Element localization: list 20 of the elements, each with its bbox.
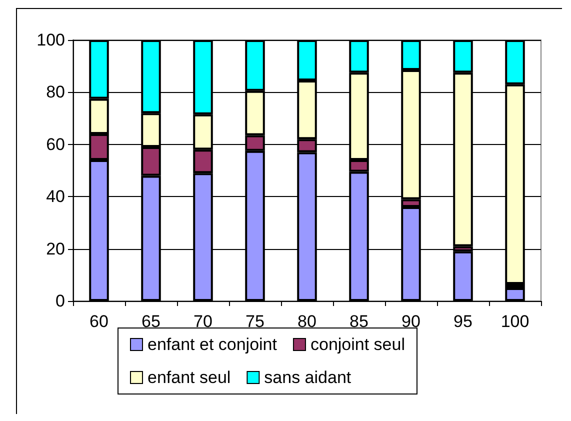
- x-tick-label: 85: [350, 312, 368, 331]
- x-tick-label: 80: [298, 312, 316, 331]
- x-tick-label: 65: [142, 312, 160, 331]
- y-tick-label: 40: [46, 187, 65, 206]
- y-tick-label: 0: [56, 292, 65, 310]
- x-tick-label: 70: [194, 312, 212, 331]
- x-tick-label: 90: [402, 312, 420, 331]
- x-tick-label: 95: [454, 312, 472, 331]
- legend-label: enfant et conjoint: [148, 335, 278, 354]
- legend-label: sans aidant: [264, 368, 352, 387]
- bar: [505, 288, 525, 301]
- legend-label: enfant seul: [148, 368, 231, 387]
- y-tick-label: 80: [46, 82, 65, 102]
- x-tick-label: 75: [246, 312, 264, 331]
- y-tick-label: 20: [46, 239, 65, 258]
- x-tick-label: 60: [90, 312, 108, 331]
- x-tick-label: 100: [500, 312, 530, 331]
- y-tick-label: 60: [46, 134, 65, 154]
- legend-label: conjoint seul: [310, 335, 405, 354]
- y-tick-label: 100: [36, 30, 65, 50]
